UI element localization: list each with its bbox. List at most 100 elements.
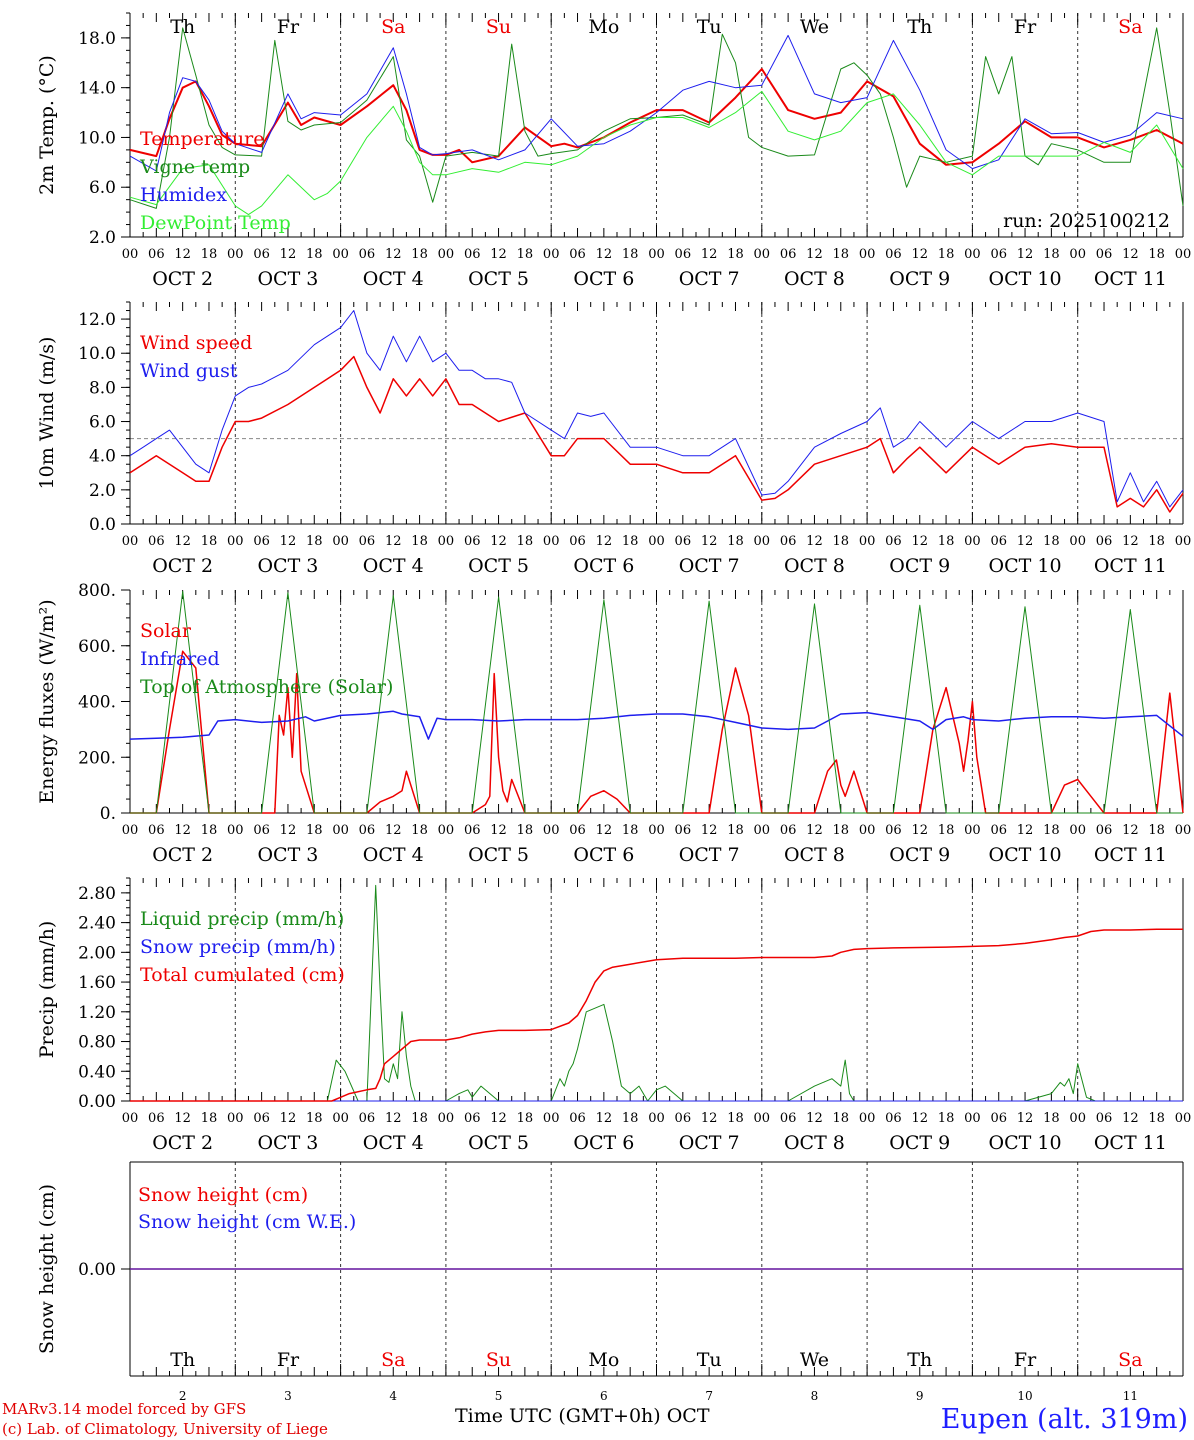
hour-tick-label: 18 [201, 247, 218, 262]
hour-tick-label: 06 [148, 534, 165, 549]
date-label: OCT 9 [889, 1132, 950, 1154]
day-number-label: 10 [1017, 1389, 1032, 1403]
y-tick-label: 200. [78, 748, 116, 768]
hour-tick-label: 18 [833, 823, 850, 838]
hour-tick-label: 18 [622, 534, 639, 549]
hour-tick-label: 12 [911, 534, 928, 549]
date-label: OCT 11 [1094, 1132, 1167, 1154]
hour-tick-label: 00 [227, 1111, 244, 1126]
hour-tick-label: 06 [569, 534, 586, 549]
hour-tick-label: 06 [885, 247, 902, 262]
date-label: OCT 3 [257, 555, 318, 577]
hour-tick-label: 06 [990, 247, 1007, 262]
hour-tick-label: 06 [675, 247, 692, 262]
date-label: OCT 4 [363, 268, 424, 290]
hour-tick-label: 18 [411, 247, 428, 262]
date-label: OCT 3 [257, 844, 318, 866]
panel-1: 2.0 6.0 10.0 14.0 18.0 2m Temp. (°C) 00 06 12 18 0… [36, 12, 1191, 290]
hour-tick-label: 12 [490, 1111, 507, 1126]
hour-tick-label: 00 [1175, 1111, 1192, 1126]
y-tick-label: 2.0 [89, 481, 116, 501]
hour-tick-label: 00 [543, 1111, 560, 1126]
hour-tick-label: 06 [253, 247, 270, 262]
hour-tick-label: 18 [622, 1111, 639, 1126]
date-label: OCT 10 [989, 268, 1062, 290]
y-tick-label: 10.0 [78, 344, 116, 364]
hour-tick-label: 00 [438, 247, 455, 262]
hour-tick-label: 06 [885, 1111, 902, 1126]
date-label: OCT 5 [468, 1132, 529, 1154]
hour-tick-label: 18 [622, 247, 639, 262]
hour-tick-label: 00 [122, 823, 139, 838]
hour-tick-label: 06 [464, 534, 481, 549]
hour-tick-label: 18 [727, 823, 744, 838]
hour-tick-label: 00 [648, 534, 665, 549]
date-label: OCT 8 [784, 555, 845, 577]
y-tick-label: 6.0 [89, 413, 116, 433]
panel-4: 0.00 0.40 0.80 1.20 1.60 2.00 2.40 2.80 Precip (… [36, 877, 1192, 1154]
series-line-dewpoint-temp [129, 90, 1184, 216]
date-label: OCT 2 [152, 1132, 213, 1154]
hour-tick-label: 18 [411, 1111, 428, 1126]
hour-tick-label: 18 [833, 1111, 850, 1126]
date-label: OCT 7 [679, 844, 740, 866]
hour-tick-label: 06 [990, 823, 1007, 838]
hour-tick-label: 06 [885, 823, 902, 838]
y-axis-label: Snow height (cm) [36, 1184, 58, 1354]
hour-tick-label: 18 [1148, 247, 1165, 262]
hour-tick-label: 00 [859, 1111, 876, 1126]
hour-tick-label: 18 [201, 534, 218, 549]
hour-tick-label: 06 [253, 534, 270, 549]
hour-tick-label: 18 [517, 823, 534, 838]
hour-tick-label: 18 [622, 823, 639, 838]
series-line-temperature [129, 68, 1184, 166]
panel-5: 0.00 Snow height (cm) Th Fr Sa Su Mo Tu We Th Fr Sa… [36, 1161, 1184, 1403]
y-tick-label: 0.40 [78, 1062, 116, 1082]
hour-tick-label: 06 [885, 534, 902, 549]
hour-tick-label: 12 [701, 534, 718, 549]
day-name-label: We [800, 16, 829, 38]
hour-tick-label: 12 [911, 247, 928, 262]
date-label: OCT 11 [1094, 268, 1167, 290]
day-number-label: 2 [179, 1389, 187, 1403]
date-label: OCT 6 [573, 1132, 634, 1154]
date-label: OCT 7 [679, 555, 740, 577]
series-line-wind-speed [129, 355, 1184, 513]
time-axis-label: Time UTC (GMT+0h) OCT [455, 1405, 710, 1427]
legend-entry: Solar [140, 620, 192, 642]
hour-tick-label: 00 [438, 823, 455, 838]
hour-tick-label: 18 [517, 247, 534, 262]
y-tick-label: 1.20 [78, 1003, 116, 1023]
hour-tick-label: 06 [990, 1111, 1007, 1126]
hour-tick-label: 18 [306, 823, 323, 838]
hour-tick-label: 18 [938, 534, 955, 549]
hour-tick-label: 06 [675, 534, 692, 549]
hour-tick-label: 06 [148, 823, 165, 838]
hour-tick-label: 12 [701, 823, 718, 838]
hour-tick-label: 12 [1017, 1111, 1034, 1126]
hour-tick-label: 00 [438, 1111, 455, 1126]
hour-tick-label: 00 [648, 1111, 665, 1126]
y-tick-label: 18.0 [78, 29, 116, 49]
date-label: OCT 9 [889, 555, 950, 577]
hour-tick-label: 06 [1096, 247, 1113, 262]
hour-tick-label: 00 [543, 823, 560, 838]
hour-tick-label: 06 [569, 1111, 586, 1126]
hour-tick-label: 18 [1148, 534, 1165, 549]
hour-tick-label: 12 [174, 247, 191, 262]
date-label: OCT 3 [257, 268, 318, 290]
day-name-label: Th [170, 16, 195, 38]
hour-tick-label: 12 [701, 1111, 718, 1126]
hour-tick-label: 00 [859, 823, 876, 838]
hour-tick-label: 00 [1069, 247, 1086, 262]
hour-tick-label: 06 [1096, 823, 1113, 838]
hour-tick-label: 18 [411, 823, 428, 838]
hour-tick-label: 06 [990, 534, 1007, 549]
day-number-label: 9 [916, 1389, 924, 1403]
day-name-label: Sa [1118, 16, 1142, 38]
y-tick-label: 14.0 [78, 79, 116, 99]
hour-tick-label: 12 [701, 247, 718, 262]
hour-tick-label: 00 [964, 1111, 981, 1126]
series-line-total-cumulated-cm- [130, 928, 1183, 1102]
hour-tick-label: 00 [859, 534, 876, 549]
